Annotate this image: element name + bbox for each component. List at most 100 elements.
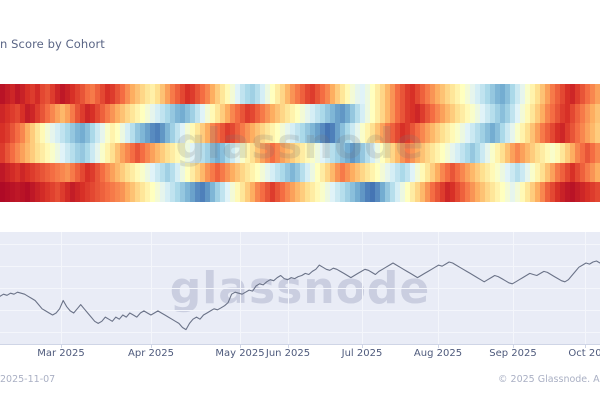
heatmap-cell	[245, 182, 250, 202]
heatmap-cell	[245, 162, 250, 183]
heatmap-cell	[435, 162, 440, 183]
heatmap-cell	[325, 84, 330, 104]
x-axis-labels: Mar 2025 Apr 2025 May 2025 Jun 2025 Jul 2025…	[0, 348, 600, 364]
heatmap-cell	[580, 103, 585, 124]
heatmap-cell	[265, 103, 270, 124]
heatmap-cell	[390, 182, 395, 202]
heatmap-cell	[445, 123, 450, 144]
heatmap-cell	[545, 103, 550, 124]
heatmap-cell	[170, 143, 175, 163]
heatmap-cell	[360, 182, 365, 202]
heatmap-cell	[560, 143, 565, 163]
heatmap-cell	[90, 123, 95, 144]
heatmap-cell	[390, 84, 395, 104]
heatmap-cell	[345, 123, 350, 144]
heatmap-cell	[145, 103, 150, 124]
heatmap-cell	[200, 162, 205, 183]
heatmap-cell	[225, 84, 230, 104]
heatmap-cell	[215, 162, 220, 183]
heatmap-cell	[510, 182, 515, 202]
heatmap-cell	[215, 103, 220, 124]
heatmap-cell	[595, 123, 600, 144]
heatmap-cell	[205, 84, 210, 104]
x-axis-tick	[61, 344, 62, 348]
heatmap-cell	[230, 84, 235, 104]
line-chart-panel[interactable]: glassnode	[0, 232, 600, 344]
heatmap-cell	[310, 103, 315, 124]
heatmap-cell	[395, 143, 400, 163]
heatmap-cell	[550, 143, 555, 163]
heatmap-cell	[525, 182, 530, 202]
heatmap-cell	[370, 182, 375, 202]
heatmap-cell	[195, 143, 200, 163]
heatmap-cell	[75, 84, 80, 104]
heatmap-cell	[225, 162, 230, 183]
heatmap-cell	[330, 123, 335, 144]
heatmap-cell	[480, 84, 485, 104]
heatmap-cell	[420, 103, 425, 124]
x-axis-tick	[585, 344, 586, 348]
heatmap-cell	[320, 103, 325, 124]
heatmap-cell	[370, 84, 375, 104]
heatmap-cell	[130, 123, 135, 144]
heatmap-cell	[325, 123, 330, 144]
heatmap-cell	[295, 84, 300, 104]
heatmap-cell	[595, 103, 600, 124]
heatmap-cell	[280, 103, 285, 124]
heatmap-cell	[155, 143, 160, 163]
heatmap-panel[interactable]: glassnode	[0, 84, 600, 202]
heatmap-cell	[240, 182, 245, 202]
heatmap-cell	[510, 84, 515, 104]
heatmap-cell	[180, 103, 185, 124]
heatmap-cell	[215, 84, 220, 104]
heatmap-cell	[350, 162, 355, 183]
heatmap-cell	[180, 84, 185, 104]
heatmap-cell	[470, 84, 475, 104]
heatmap-cell	[385, 123, 390, 144]
heatmap-cell	[425, 84, 430, 104]
heatmap-cell	[560, 123, 565, 144]
x-axis-tick	[288, 344, 289, 348]
heatmap-cell	[275, 182, 280, 202]
heatmap-cell	[180, 162, 185, 183]
heatmap-cell	[355, 84, 360, 104]
heatmap-cell	[280, 123, 285, 144]
heatmap-cell	[30, 143, 35, 163]
heatmap-cell	[220, 143, 225, 163]
heatmap-cell	[420, 162, 425, 183]
heatmap-cell	[350, 123, 355, 144]
heatmap-cell	[255, 123, 260, 144]
heatmap-cell	[85, 103, 90, 124]
heatmap-cell	[345, 143, 350, 163]
heatmap-cell	[130, 84, 135, 104]
heatmap-cell	[470, 182, 475, 202]
heatmap-cell	[65, 84, 70, 104]
heatmap-cell	[550, 103, 555, 124]
heatmap-cell	[495, 143, 500, 163]
heatmap-cell	[140, 103, 145, 124]
x-axis-tick	[151, 344, 152, 348]
heatmap-cell	[570, 84, 575, 104]
heatmap-cell	[110, 123, 115, 144]
heatmap-cell	[275, 162, 280, 183]
heatmap-cell	[190, 123, 195, 144]
heatmap-cell	[105, 143, 110, 163]
heatmap-cell	[480, 182, 485, 202]
heatmap-cell	[190, 84, 195, 104]
heatmap-cell	[475, 84, 480, 104]
heatmap-cell	[0, 84, 5, 104]
heatmap-cell	[445, 103, 450, 124]
heatmap-cell	[290, 143, 295, 163]
x-axis-label: Aug 2025	[413, 348, 463, 359]
heatmap-cell	[200, 123, 205, 144]
heatmap-cell	[285, 103, 290, 124]
heatmap-cell	[435, 143, 440, 163]
heatmap-cell	[460, 162, 465, 183]
heatmap-cell	[50, 182, 55, 202]
heatmap-cell	[390, 162, 395, 183]
heatmap-cell	[460, 143, 465, 163]
heatmap-cell	[210, 84, 215, 104]
heatmap-cell	[460, 123, 465, 144]
heatmap-cell	[560, 182, 565, 202]
